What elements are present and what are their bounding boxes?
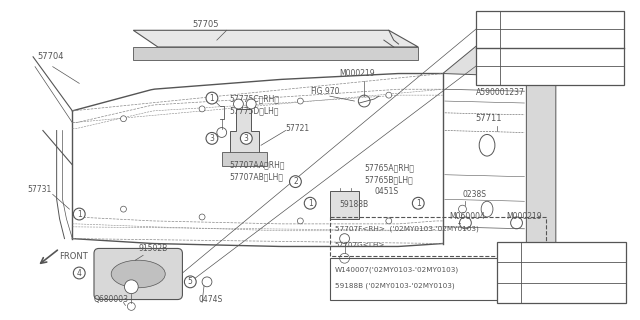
Circle shape	[386, 92, 392, 98]
Bar	[221, 152, 267, 166]
Text: W140007: W140007	[526, 247, 566, 256]
Circle shape	[124, 280, 138, 294]
Text: 4: 4	[485, 25, 490, 34]
Circle shape	[199, 214, 205, 220]
Circle shape	[127, 302, 135, 310]
Text: 0474S: 0474S	[198, 295, 223, 304]
Text: 91502B: 91502B	[138, 244, 168, 253]
Text: 84953N<RH>: 84953N<RH>	[504, 15, 564, 24]
Text: 0451S: 0451S	[374, 187, 398, 196]
Polygon shape	[443, 37, 556, 76]
Circle shape	[206, 132, 218, 144]
Polygon shape	[230, 109, 259, 155]
Text: 57705: 57705	[192, 20, 219, 29]
Ellipse shape	[481, 201, 493, 217]
Text: 3: 3	[507, 288, 511, 297]
Text: 59188B ('02MY0103-'02MY0103): 59188B ('02MY0103-'02MY0103)	[335, 283, 454, 289]
Circle shape	[502, 245, 516, 259]
Circle shape	[481, 22, 495, 36]
Circle shape	[120, 206, 127, 212]
Circle shape	[289, 176, 301, 188]
Text: 57775C〈RH〉: 57775C〈RH〉	[230, 95, 280, 104]
Text: FRONT: FRONT	[60, 252, 88, 261]
Bar	[330, 217, 546, 256]
Circle shape	[298, 98, 303, 104]
Text: 84953D<LH>: 84953D<LH>	[504, 34, 563, 43]
Text: 3: 3	[244, 134, 249, 143]
Ellipse shape	[111, 260, 165, 288]
Text: 2: 2	[507, 268, 511, 277]
Text: 1: 1	[308, 199, 312, 208]
Text: 3: 3	[209, 134, 214, 143]
Text: FIG.970: FIG.970	[310, 87, 340, 96]
Text: 0238S: 0238S	[463, 190, 486, 199]
Circle shape	[184, 276, 196, 288]
Bar	[476, 11, 624, 84]
Circle shape	[502, 266, 516, 279]
Circle shape	[217, 128, 227, 137]
Circle shape	[74, 267, 85, 279]
Text: 57707G<LH>: 57707G<LH>	[335, 242, 385, 247]
Bar	[330, 258, 546, 300]
Text: 4: 4	[77, 268, 82, 277]
Text: 2: 2	[293, 177, 298, 186]
Text: W130059: W130059	[526, 288, 566, 297]
Circle shape	[481, 59, 495, 73]
Text: 57704: 57704	[37, 52, 63, 61]
Circle shape	[234, 99, 243, 109]
Text: 57775D〈LH〉: 57775D〈LH〉	[230, 106, 279, 116]
FancyBboxPatch shape	[94, 248, 182, 300]
Polygon shape	[526, 42, 556, 283]
Circle shape	[358, 95, 370, 107]
Text: 57721: 57721	[285, 124, 310, 133]
Circle shape	[460, 217, 471, 229]
Polygon shape	[133, 30, 419, 47]
Circle shape	[458, 205, 467, 213]
Text: 1: 1	[416, 199, 420, 208]
Text: 57707E<LH>: 57707E<LH>	[504, 71, 561, 80]
Circle shape	[304, 197, 316, 209]
Ellipse shape	[479, 134, 495, 156]
Text: 57711: 57711	[476, 114, 502, 123]
Circle shape	[386, 218, 392, 224]
Text: 1: 1	[77, 210, 82, 219]
Text: W140007('02MY0103-'02MY0103): W140007('02MY0103-'02MY0103)	[335, 267, 459, 273]
Bar	[497, 242, 627, 303]
Circle shape	[340, 234, 349, 244]
Text: 57765B〈LH〉: 57765B〈LH〉	[364, 175, 413, 184]
Circle shape	[412, 197, 424, 209]
Text: 59188B: 59188B	[340, 200, 369, 209]
Text: 57707AA〈RH〉: 57707AA〈RH〉	[230, 160, 285, 169]
Circle shape	[298, 218, 303, 224]
Text: 57765A〈RH〉: 57765A〈RH〉	[364, 164, 414, 172]
Text: 5: 5	[485, 61, 490, 70]
Text: Q680003: Q680003	[94, 295, 129, 304]
Circle shape	[246, 99, 256, 109]
Text: 5: 5	[188, 277, 193, 286]
Text: A590001237: A590001237	[476, 88, 525, 97]
Text: M000219: M000219	[507, 212, 542, 221]
Polygon shape	[330, 191, 359, 219]
Text: 57707D<RH>: 57707D<RH>	[504, 52, 564, 61]
Text: 1: 1	[507, 247, 511, 256]
Text: R920035: R920035	[526, 268, 563, 277]
Circle shape	[511, 217, 522, 229]
Circle shape	[241, 132, 252, 144]
Circle shape	[199, 106, 205, 112]
Text: 1: 1	[209, 93, 214, 103]
Text: 57731: 57731	[27, 185, 51, 194]
Circle shape	[74, 208, 85, 220]
Text: 57707AB〈LH〉: 57707AB〈LH〉	[230, 172, 284, 181]
Circle shape	[340, 253, 349, 263]
Circle shape	[502, 286, 516, 300]
Text: M060004: M060004	[450, 212, 486, 221]
Circle shape	[120, 116, 127, 122]
Text: M000219: M000219	[340, 69, 375, 78]
Text: 57707F<RH>  ('02MY0103-'02MY0103): 57707F<RH> ('02MY0103-'02MY0103)	[335, 226, 479, 232]
Polygon shape	[133, 47, 419, 60]
Circle shape	[206, 92, 218, 104]
Circle shape	[202, 277, 212, 287]
